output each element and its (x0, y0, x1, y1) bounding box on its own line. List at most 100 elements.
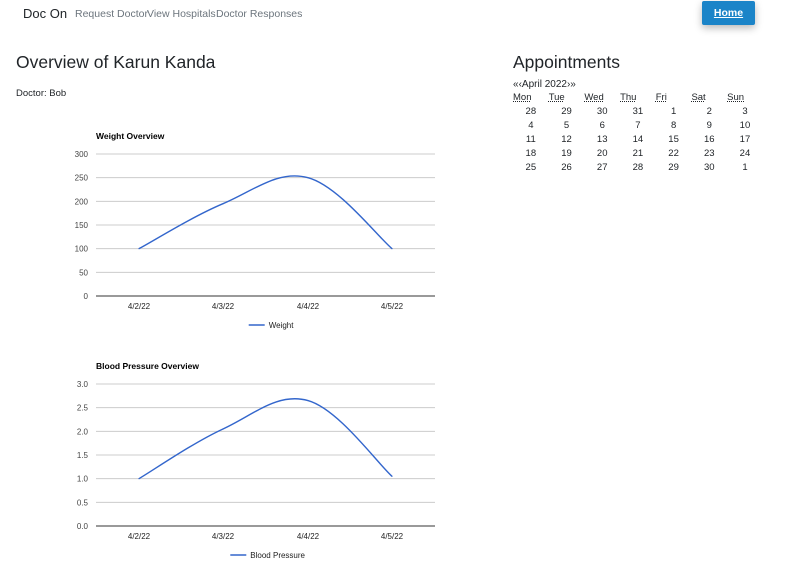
calendar-week-row: 28 29 30 31 1 2 3 (513, 106, 763, 120)
calendar-day[interactable]: 31 (632, 106, 644, 117)
calendar-day[interactable]: 8 (670, 120, 677, 131)
calendar-day[interactable]: 20 (596, 148, 608, 159)
x-tick-label: 4/3/22 (212, 302, 235, 311)
calendar-day[interactable]: 5 (563, 120, 570, 131)
chart-title: Blood Pressure Overview (96, 361, 199, 371)
legend-label: Blood Pressure (250, 551, 305, 560)
weight-chart: Weight Overview 0 50 100 150 200 250 300 4/2/22 4… (75, 131, 435, 330)
calendar-day[interactable]: 23 (703, 148, 715, 159)
y-tick-label: 100 (75, 245, 89, 254)
y-tick-label: 0.5 (77, 498, 89, 507)
appointments-title: Appointments (513, 52, 621, 72)
data-point (391, 475, 393, 477)
prev-month-button[interactable]: ‹ (518, 79, 522, 90)
x-tick-label: 4/4/22 (297, 302, 320, 311)
calendar-month-label[interactable]: April 2022 (521, 79, 567, 90)
series-line (138, 398, 393, 480)
page-title: Overview of Karun Kanda (16, 52, 216, 72)
calendar-days: 28 29 30 31 1 2 3 4 5 6 7 8 9 10 11 12 13 14 15 16 17 18 19 20 2… (513, 106, 763, 176)
y-tick-label: 2.5 (77, 404, 89, 413)
y-tick-label: 200 (75, 197, 89, 206)
calendar-day[interactable]: 11 (525, 134, 536, 145)
y-tick-label: 0.0 (77, 522, 89, 531)
nav-link-doctor-responses[interactable]: Doctor Responses (216, 8, 303, 20)
y-tick-label: 2.0 (77, 427, 89, 436)
calendar-day[interactable]: 1 (670, 106, 677, 117)
calendar-day[interactable]: 19 (561, 148, 572, 159)
appointments-calendar: Mon Tue Wed Thu Fri Sat Sun 28 29 30 31 1 2 3 4… (513, 92, 763, 176)
chart-title: Weight Overview (96, 131, 165, 141)
calendar-day[interactable]: 26 (561, 162, 572, 173)
calendar-day[interactable]: 9 (706, 120, 712, 131)
y-tick-label: 300 (75, 150, 89, 159)
data-point (307, 399, 309, 402)
calendar-week-row: 4 5 6 7 8 9 10 (513, 120, 763, 134)
data-point (138, 478, 140, 480)
calendar-week-row: 11 12 13 14 15 16 17 (513, 134, 763, 148)
weekday-label: Tue (548, 92, 565, 103)
calendar-day[interactable]: 21 (632, 148, 644, 159)
calendar-day[interactable]: 7 (635, 120, 641, 131)
y-tick-label: 1.0 (77, 475, 89, 484)
y-tick-label: 1.5 (77, 451, 89, 460)
data-point (222, 428, 224, 430)
data-point (222, 203, 224, 205)
calendar-day[interactable]: 13 (596, 134, 608, 145)
home-button[interactable]: Home (702, 1, 755, 25)
calendar-day[interactable]: 17 (739, 134, 751, 145)
weekday-label: Fri (655, 92, 667, 103)
y-tick-label: 250 (75, 174, 89, 183)
calendar-day[interactable]: 16 (703, 134, 715, 145)
y-tick-label: 150 (75, 221, 89, 230)
y-tick-label: 0 (84, 292, 89, 301)
nav-link-view-hospitals[interactable]: View Hospitals (147, 8, 216, 20)
data-point (138, 248, 140, 250)
calendar-day[interactable]: 10 (739, 120, 751, 131)
y-tick-label: 50 (79, 268, 88, 277)
data-point (391, 248, 393, 250)
weekday-label: Mon (513, 92, 532, 103)
y-tick-label: 3.0 (77, 380, 89, 389)
calendar-day[interactable]: 15 (668, 134, 679, 145)
calendar-day[interactable]: 1 (742, 162, 748, 173)
x-tick-label: 4/4/22 (297, 532, 320, 541)
calendar-day[interactable]: 18 (525, 148, 537, 159)
legend-label: Weight (269, 321, 295, 330)
x-tick-label: 4/5/22 (381, 302, 404, 311)
x-tick-label: 4/2/22 (128, 302, 151, 311)
calendar-day[interactable]: 14 (632, 134, 644, 145)
weekday-label: Thu (620, 92, 637, 103)
calendar-weekday-header: Mon Tue Wed Thu Fri Sat Sun (513, 92, 763, 106)
weekday-label: Sun (727, 92, 745, 103)
blood-pressure-chart: Blood Pressure Overview 0.0 0.5 1.0 1.5 2.0 2.… (77, 361, 435, 560)
calendar-navigation: «‹April 2022›» (513, 79, 576, 90)
calendar-day[interactable]: 29 (561, 106, 572, 117)
nav-link-request-doctor[interactable]: Request Doctor (75, 8, 148, 20)
navbar: Doc On Request Doctor View Hospitals Doc… (0, 0, 796, 30)
calendar-day[interactable]: 22 (668, 148, 679, 159)
data-point (307, 177, 309, 179)
x-tick-label: 4/2/22 (128, 532, 151, 541)
calendar-day[interactable]: 6 (599, 120, 605, 131)
calendar-day[interactable]: 27 (596, 162, 608, 173)
doctor-name: Doctor: Bob (16, 88, 67, 99)
calendar-day[interactable]: 25 (525, 162, 537, 173)
calendar-day[interactable]: 3 (742, 106, 748, 117)
weekday-label: Sat (691, 92, 706, 103)
calendar-day[interactable]: 4 (528, 120, 534, 131)
calendar-day[interactable]: 28 (632, 162, 644, 173)
calendar-day[interactable]: 24 (739, 148, 751, 159)
calendar-day[interactable]: 12 (561, 134, 572, 145)
calendar-day[interactable]: 30 (703, 162, 715, 173)
x-tick-label: 4/5/22 (381, 532, 404, 541)
calendar-day[interactable]: 30 (596, 106, 608, 117)
calendar-day[interactable]: 2 (706, 106, 712, 117)
prev-year-button[interactable]: « (513, 79, 519, 90)
calendar-week-row: 25 26 27 28 29 30 1 (513, 162, 763, 176)
next-month-button[interactable]: › (566, 79, 571, 90)
next-year-button[interactable]: » (570, 79, 576, 90)
calendar-day[interactable]: 28 (525, 106, 537, 117)
calendar-day[interactable]: 29 (668, 162, 679, 173)
calendar-week-row: 18 19 20 21 22 23 24 (513, 148, 763, 162)
brand-logo[interactable]: Doc On (23, 6, 68, 21)
